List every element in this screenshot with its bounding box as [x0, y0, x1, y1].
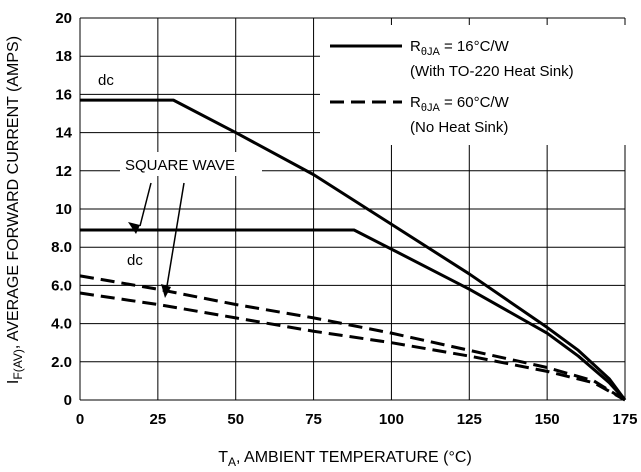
x-tick-label: 75 [305, 411, 322, 428]
legend: RθJA = 16°C/W (With TO-220 Heat Sink) Rθ… [320, 25, 626, 145]
legend-dashed-label-line2: (No Heat Sink) [410, 119, 508, 136]
y-tick-label: 10 [55, 201, 72, 218]
y-axis-title: IF(AV), AVERAGE FORWARD CURRENT (AMPS) [5, 36, 25, 384]
x-tick-label: 125 [457, 411, 482, 428]
y-tick-label: 4.0 [51, 316, 72, 333]
square-wave-arrow-1 [140, 183, 151, 226]
y-tick-label: 16 [55, 86, 72, 103]
y-tick-label: 6.0 [51, 277, 72, 294]
x-tick-label: 50 [227, 411, 244, 428]
x-tick-label: 150 [535, 411, 560, 428]
square-wave-arrowhead-1 [128, 222, 140, 234]
annotations: SQUARE WAVE dc dc [98, 72, 262, 298]
dc-lower-label: dc [127, 252, 143, 269]
square-wave-arrow-2 [167, 183, 184, 286]
x-tick-label: 25 [150, 411, 167, 428]
y-tick-label: 2.0 [51, 354, 72, 371]
y-tick-label: 18 [55, 48, 72, 65]
x-tick-labels: 0 25 50 75 100 125 150 175 [76, 411, 638, 428]
series-line-1-solid [80, 100, 625, 400]
y-tick-label: 14 [55, 125, 72, 142]
x-tick-label: 100 [379, 411, 404, 428]
y-tick-labels: 0 2.0 4.0 6.0 8.0 10 12 14 16 18 20 [51, 10, 73, 409]
series-line-4-dashed [80, 293, 625, 400]
x-tick-label: 0 [76, 411, 84, 428]
y-tick-label: 8.0 [51, 239, 72, 256]
dc-upper-label: dc [98, 72, 114, 89]
series-group [80, 100, 625, 400]
y-tick-label: 0 [64, 392, 72, 409]
square-wave-label: SQUARE WAVE [125, 157, 235, 174]
x-tick-label: 175 [612, 411, 637, 428]
legend-solid-label-line2: (With TO-220 Heat Sink) [410, 63, 574, 80]
series-line-2-solid [80, 230, 625, 400]
x-axis-title: TA, AMBIENT TEMPERATURE (°C) [218, 449, 472, 469]
y-tick-label: 12 [55, 163, 72, 180]
y-tick-label: 20 [55, 10, 72, 27]
